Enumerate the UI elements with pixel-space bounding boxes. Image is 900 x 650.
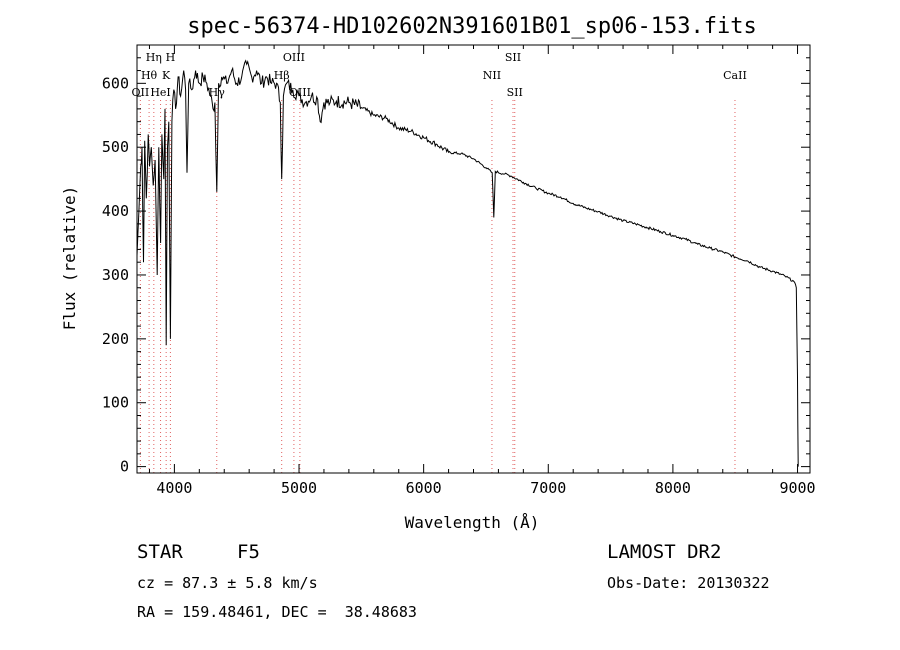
y-tick-label: 0 (120, 458, 129, 476)
chart-title: spec-56374-HD102602N391601B01_sp06-153.f… (187, 14, 757, 39)
x-tick-label: 7000 (530, 479, 566, 497)
line-label: SII (507, 86, 523, 99)
y-axis-label: Flux (relative) (60, 186, 79, 331)
y-axis-ticks: 0 100 200 300 400 500 600 (102, 57, 810, 476)
x-axis-label: Wavelength (Å) (405, 513, 540, 532)
spectrum-series (136, 59, 799, 467)
y-tick-label: 400 (102, 202, 129, 220)
coordinates: RA = 159.48461, DEC = 38.48683 (137, 603, 417, 621)
plot-frame (136, 44, 811, 474)
y-tick-label: 600 (102, 74, 129, 92)
x-tick-label: 6000 (406, 479, 442, 497)
line-label: Hβ (274, 69, 290, 82)
redshift-cz: cz = 87.3 ± 5.8 km/s (137, 574, 318, 592)
line-label: NII (483, 69, 501, 82)
spectrum-chart: spec-56374-HD102602N391601B01_sp06-153.f… (60, 14, 816, 532)
survey-label: LAMOST DR2 (607, 541, 722, 563)
y-tick-label: 500 (102, 138, 129, 156)
x-tick-label: 5000 (281, 479, 317, 497)
line-label: OIII (283, 51, 305, 64)
line-label: H (166, 51, 176, 64)
y-tick-label: 200 (102, 330, 129, 348)
line-label: Hη (146, 51, 162, 64)
y-tick-label: 300 (102, 266, 129, 284)
object-class: STAR (137, 541, 183, 563)
line-label: K (162, 69, 171, 82)
obs-date: Obs-Date: 20130322 (607, 574, 770, 592)
x-tick-label: 9000 (779, 479, 815, 497)
line-label: Hγ (209, 86, 226, 99)
line-label: SII (505, 51, 521, 64)
line-label: Hθ (141, 69, 158, 82)
object-subclass: F5 (237, 541, 260, 563)
line-label: OII (132, 86, 150, 99)
x-tick-label: 8000 (655, 479, 691, 497)
x-axis-ticks: 4000 5000 6000 7000 8000 9000 (148, 45, 816, 497)
x-tick-label: 4000 (156, 479, 192, 497)
line-label: HeI (150, 86, 170, 99)
spectrum-line (136, 59, 799, 467)
line-label: CaII (723, 69, 747, 82)
y-tick-label: 100 (102, 394, 129, 412)
